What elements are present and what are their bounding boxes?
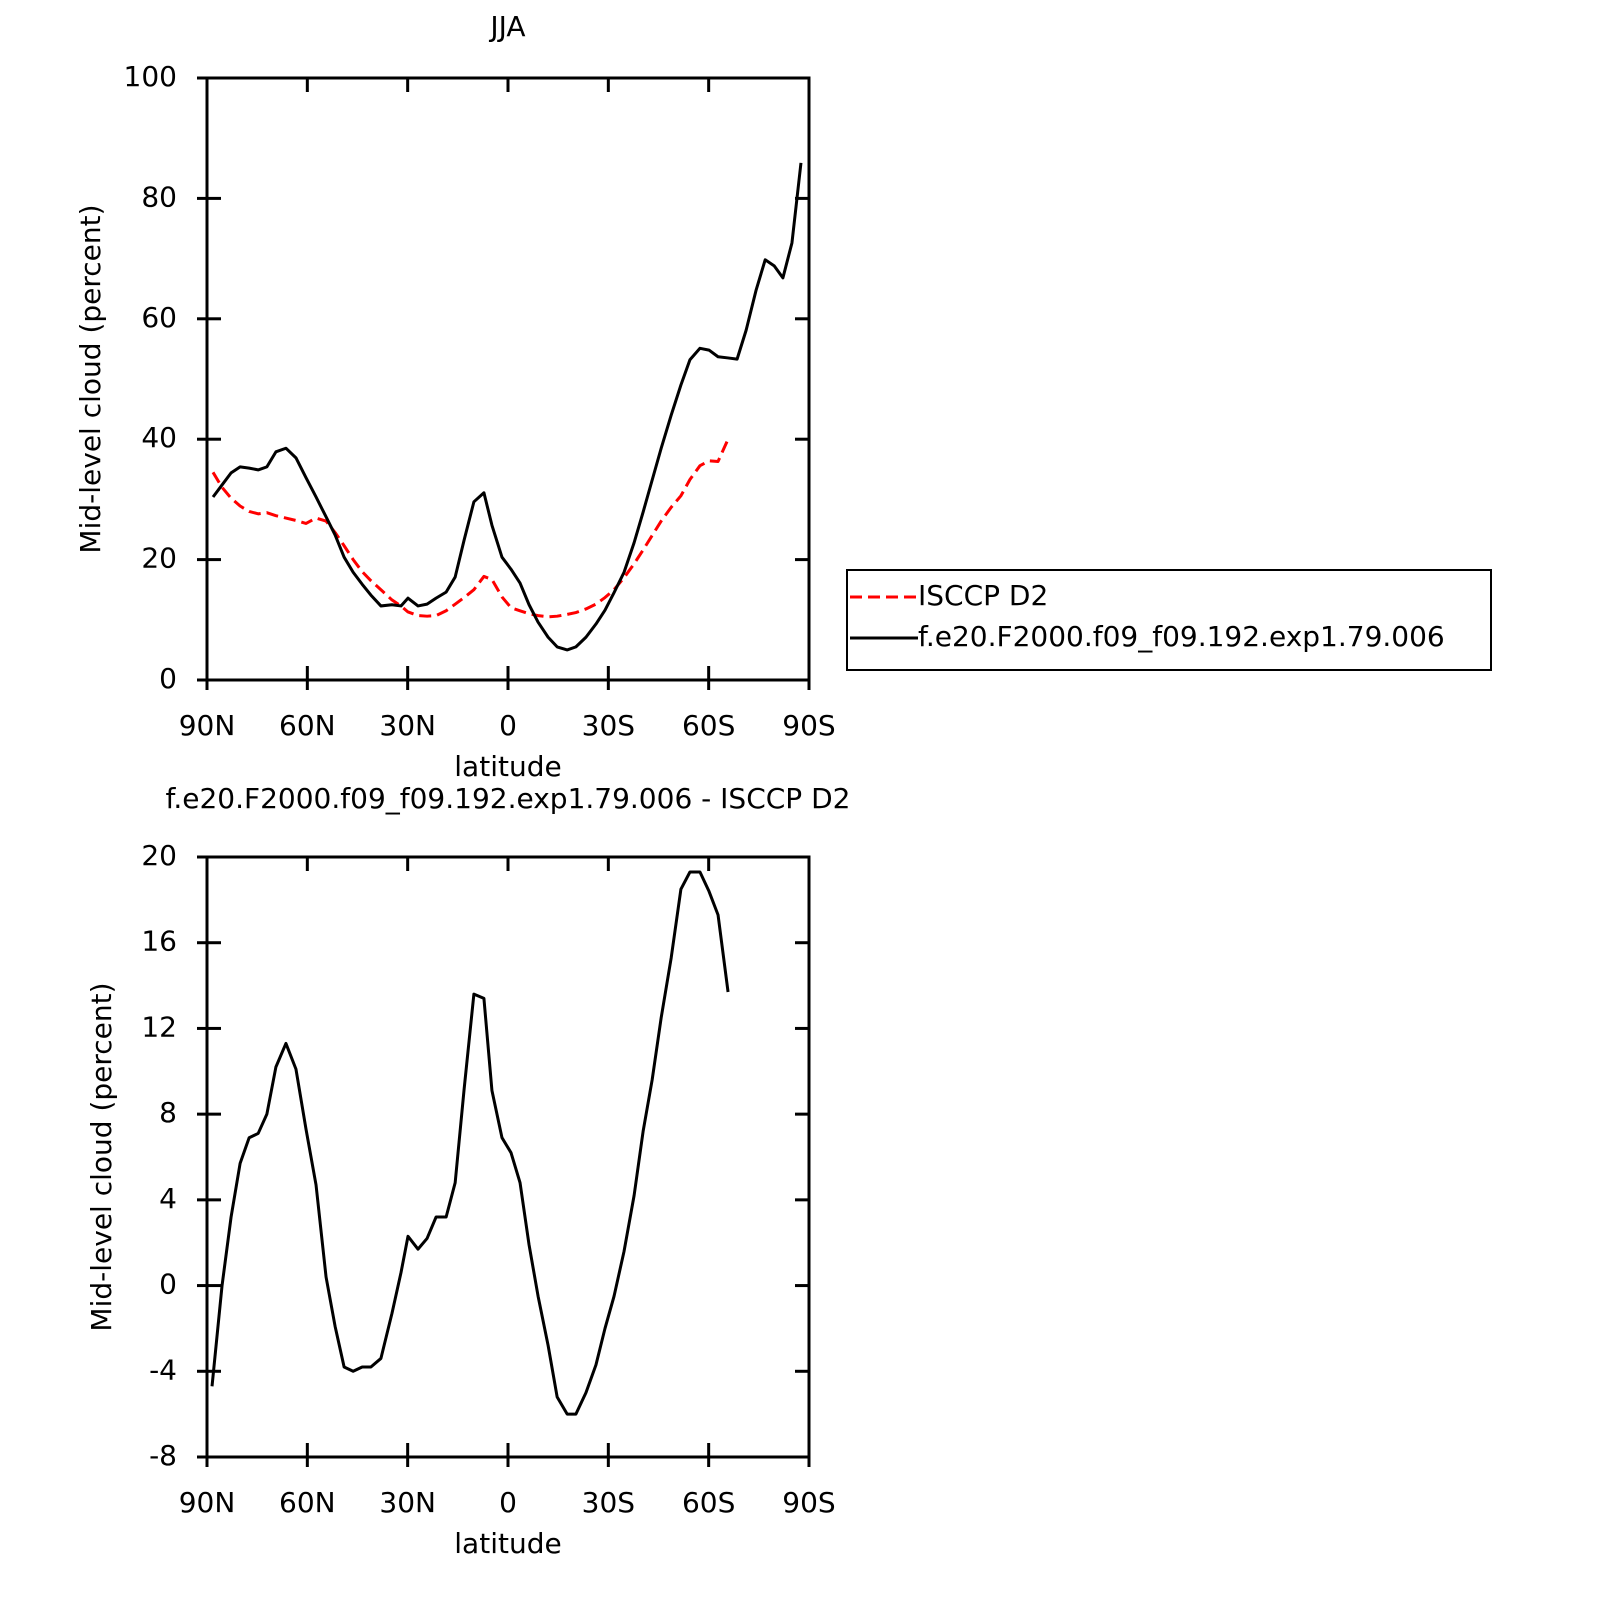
y-tick-label: -4 xyxy=(149,1353,177,1386)
y-tick-label: 40 xyxy=(141,421,177,454)
legend-label: ISCCP D2 xyxy=(918,579,1048,612)
y-tick-label: 80 xyxy=(141,180,177,213)
y-tick-label: -8 xyxy=(149,1439,177,1472)
series-line xyxy=(210,870,730,1416)
y-tick-label: 0 xyxy=(159,1268,177,1301)
y-axis-label: Mid-level cloud (percent) xyxy=(74,204,107,553)
plot-frame xyxy=(205,855,811,1459)
y-tick-label: 12 xyxy=(141,1010,177,1043)
x-tick-label: 60N xyxy=(279,709,336,742)
y-tick-label: 20 xyxy=(141,542,177,575)
y-axis-label: Mid-level cloud (percent) xyxy=(85,982,118,1331)
y-tick-label: 60 xyxy=(141,301,177,334)
x-tick-label: 30N xyxy=(379,1486,436,1519)
y-tick-label: 0 xyxy=(159,662,177,695)
x-tick-label: 60S xyxy=(682,1486,735,1519)
legend-box xyxy=(846,569,1492,671)
series-line xyxy=(211,438,730,619)
x-axis-label: latitude xyxy=(454,750,561,783)
x-tick-label: 30S xyxy=(582,1486,635,1519)
x-tick-label: 30S xyxy=(582,709,635,742)
y-tick-label: 16 xyxy=(141,925,177,958)
plot-frame xyxy=(205,76,811,682)
x-tick-label: 30N xyxy=(379,709,436,742)
y-tick-label: 20 xyxy=(141,839,177,872)
x-tick-label: 0 xyxy=(499,1486,517,1519)
x-tick-label: 90N xyxy=(179,1486,236,1519)
x-tick-label: 60S xyxy=(682,709,735,742)
chart-title: f.e20.F2000.f09_f09.192.exp1.79.006 - IS… xyxy=(166,782,851,815)
x-tick-label: 0 xyxy=(499,709,517,742)
y-tick-label: 4 xyxy=(159,1182,177,1215)
x-tick-label: 90S xyxy=(782,1486,835,1519)
x-axis-label: latitude xyxy=(454,1527,561,1560)
legend-label: f.e20.F2000.f09_f09.192.exp1.79.006 xyxy=(918,620,1445,653)
y-tick-label: 100 xyxy=(124,60,177,93)
series-line xyxy=(211,162,803,652)
x-tick-label: 90N xyxy=(179,709,236,742)
y-tick-label: 8 xyxy=(159,1096,177,1129)
x-tick-label: 90S xyxy=(782,709,835,742)
x-tick-label: 60N xyxy=(279,1486,336,1519)
chart-title: JJA xyxy=(488,10,525,43)
